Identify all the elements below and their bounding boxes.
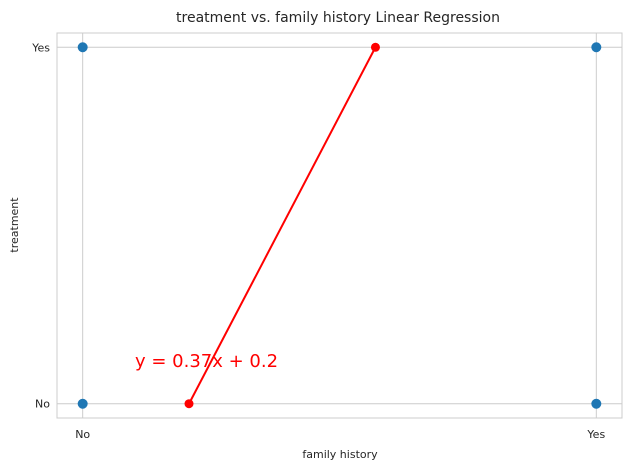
- x-tick-label: No: [75, 428, 90, 441]
- regression-point: [184, 399, 194, 409]
- grid-lines: [57, 33, 622, 418]
- data-point: [591, 42, 602, 53]
- data-point: [591, 398, 602, 409]
- regression-line: [188, 46, 377, 405]
- data-point: [77, 398, 88, 409]
- plot-frame: [56, 32, 623, 419]
- regression-equation: y = 0.37x + 0.2: [135, 351, 278, 372]
- y-tick-labels: No Yes: [31, 41, 50, 410]
- regression-line-group: [184, 42, 380, 409]
- x-tick-label: Yes: [586, 428, 605, 441]
- data-point: [77, 42, 88, 53]
- data-points: [77, 42, 602, 409]
- x-axis-label: family history: [302, 448, 378, 461]
- y-tick-label: No: [35, 398, 50, 411]
- y-axis-label: treatment: [8, 197, 21, 253]
- x-tick-labels: No Yes: [75, 428, 605, 441]
- regression-point: [370, 42, 380, 52]
- y-tick-label: Yes: [31, 41, 50, 54]
- chart-title: treatment vs. family history Linear Regr…: [176, 10, 500, 26]
